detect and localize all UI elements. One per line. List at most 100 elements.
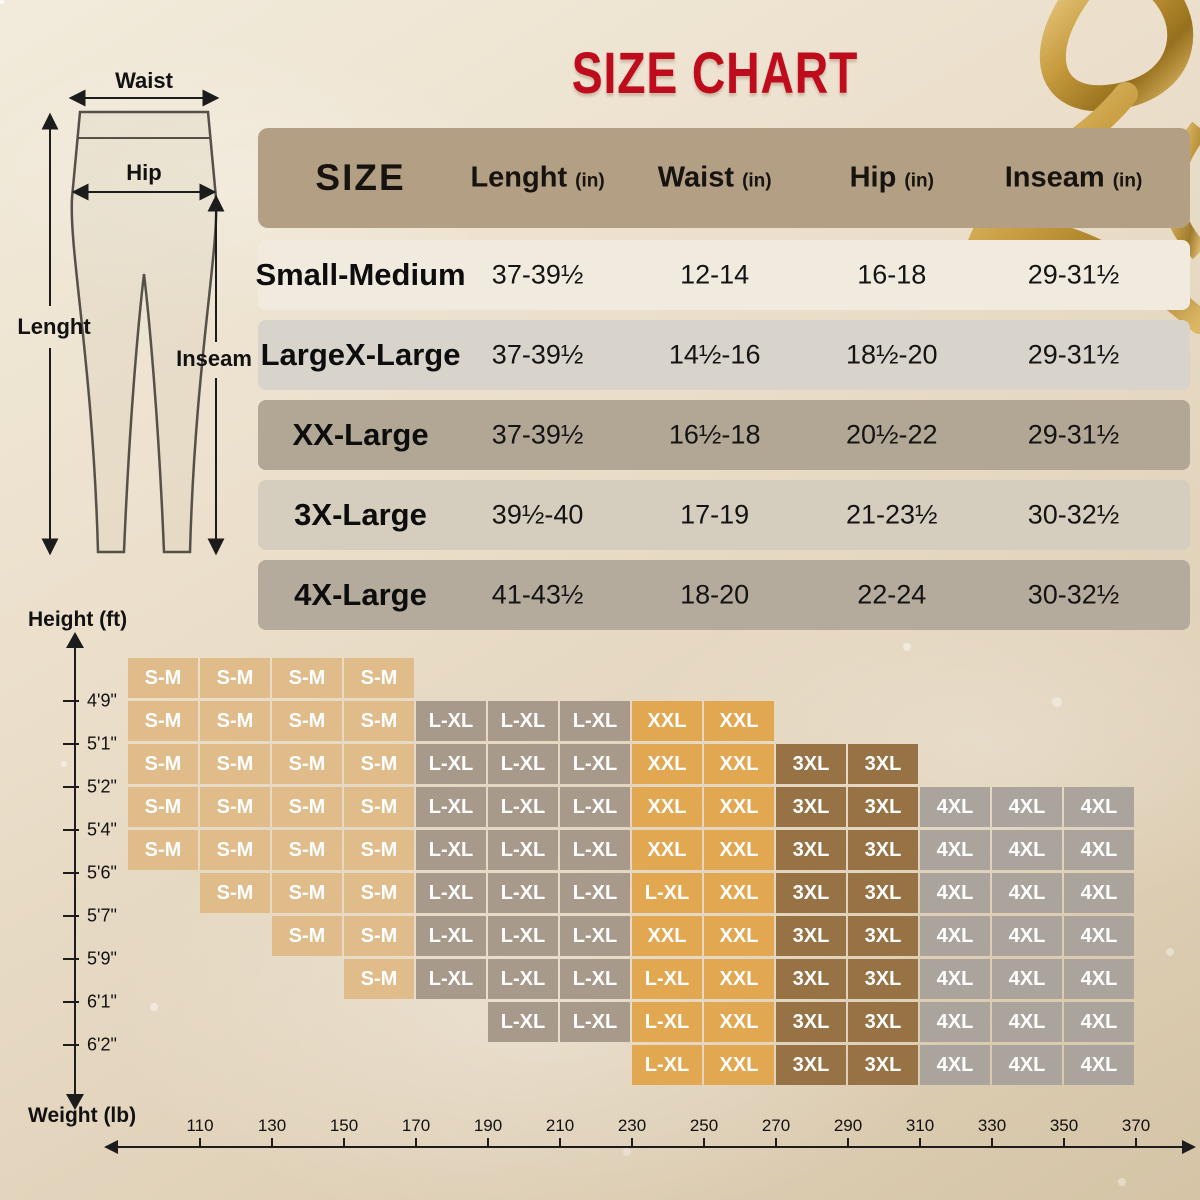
grid-cell-xxl: XXL: [704, 787, 774, 827]
height-tick: [63, 958, 79, 960]
grid-cell-4xl: 4XL: [920, 959, 990, 999]
grid-cell-xxl: XXL: [704, 701, 774, 741]
header-col-lenght: Lenght (in): [470, 161, 605, 194]
grid-cell-xxl: XXL: [704, 1045, 774, 1085]
size-value: 30-32½: [1027, 499, 1120, 530]
header-unit: (in): [904, 170, 934, 192]
grid-cell-4xl: 4XL: [992, 1045, 1062, 1085]
grid-cell-3xl: 3XL: [848, 1002, 918, 1042]
weight-tick-label: 270: [761, 1116, 791, 1135]
grid-cell-l-xl: L-XL: [560, 744, 630, 784]
grid-cell-3xl: 3XL: [848, 744, 918, 784]
height-tick: [63, 1001, 79, 1003]
grid-cell-3xl: 3XL: [848, 1045, 918, 1085]
hip-label: Hip: [126, 160, 161, 185]
grid-cell-3xl: 3XL: [776, 744, 846, 784]
size-table: SIZE Lenght (in) Waist (in) Hip (in) Inseam…: [255, 128, 1190, 640]
grid-cell-3xl: 3XL: [848, 830, 918, 870]
size-name: 4X-Large: [294, 577, 427, 612]
grid-cell-s-m: S-M: [272, 701, 342, 741]
weight-tick-label: 250: [689, 1116, 719, 1135]
grid-cell-s-m: S-M: [344, 701, 414, 741]
weight-tick: [991, 1138, 993, 1146]
grid-cell-xxl: XXL: [704, 1002, 774, 1042]
weight-tick: [415, 1138, 417, 1146]
grid-cell-4xl: 4XL: [1064, 916, 1134, 956]
grid-cell-s-m: S-M: [128, 830, 198, 870]
grid-cell-l-xl: L-XL: [416, 959, 486, 999]
weight-tick-label: 150: [329, 1116, 359, 1135]
size-value: 29-31½: [1027, 339, 1120, 370]
grid-cell-s-m: S-M: [272, 787, 342, 827]
weight-tick: [1135, 1138, 1137, 1146]
grid-cell-xxl: XXL: [632, 744, 702, 784]
weight-tick: [631, 1138, 633, 1146]
grid-cell-4xl: 4XL: [1064, 873, 1134, 913]
weight-tick-label: 330: [977, 1116, 1007, 1135]
grid-cell-xxl: XXL: [632, 830, 702, 870]
height-tick: [63, 872, 79, 874]
height-tick: [63, 743, 79, 745]
grid-cell-4xl: 4XL: [992, 830, 1062, 870]
grid-cell-l-xl: L-XL: [416, 744, 486, 784]
grid-cell-4xl: 4XL: [992, 1002, 1062, 1042]
grid-cell-s-m: S-M: [344, 744, 414, 784]
grid-cell-3xl: 3XL: [776, 1002, 846, 1042]
grid-cell-l-xl: L-XL: [488, 830, 558, 870]
grid-cell-4xl: 4XL: [1064, 830, 1134, 870]
grid-cell-l-xl: L-XL: [416, 787, 486, 827]
grid-cell-4xl: 4XL: [920, 830, 990, 870]
grid-cell-s-m: S-M: [344, 916, 414, 956]
waist-label: Waist: [115, 68, 174, 93]
grid-cell-s-m: S-M: [200, 744, 270, 784]
grid-cell-l-xl: L-XL: [560, 873, 630, 913]
grid-cell-l-xl: L-XL: [416, 873, 486, 913]
height-tick-label: 6'1": [87, 991, 117, 1012]
grid-cell-3xl: 3XL: [848, 959, 918, 999]
grid-cell-4xl: 4XL: [920, 1002, 990, 1042]
weight-tick: [847, 1138, 849, 1146]
grid-cell-s-m: S-M: [344, 830, 414, 870]
size-value: 18-20: [680, 579, 750, 610]
grid-cell-s-m: S-M: [200, 830, 270, 870]
weight-tick: [199, 1138, 201, 1146]
grid-cell-l-xl: L-XL: [416, 916, 486, 956]
weight-tick: [271, 1138, 273, 1146]
size-value: 29-31½: [1027, 419, 1120, 450]
grid-cell-4xl: 4XL: [992, 959, 1062, 999]
header-col-waist: Waist (in): [657, 161, 772, 194]
grid-cell-l-xl: L-XL: [488, 744, 558, 784]
height-axis-line: [74, 648, 76, 1094]
weight-tick-label: 130: [257, 1116, 287, 1135]
height-tick-label: 5'6": [87, 862, 117, 883]
weight-tick-label: 110: [186, 1116, 214, 1135]
weight-tick-label: 210: [545, 1116, 575, 1135]
height-tick-label: 5'7": [87, 905, 117, 926]
grid-cell-4xl: 4XL: [1064, 1002, 1134, 1042]
grid-cell-4xl: 4XL: [1064, 1045, 1134, 1085]
header-col-hip: Hip (in): [849, 161, 934, 194]
size-row-3x-large: 3X-Large 39½-40 17-19 21-23½ 30-32½: [258, 480, 1190, 550]
size-value: 37-39½: [491, 259, 584, 290]
grid-cell-s-m: S-M: [200, 701, 270, 741]
weight-axis-title: Weight (lb): [28, 1104, 137, 1127]
weight-tick: [919, 1138, 921, 1146]
grid-cell-xxl: XXL: [632, 787, 702, 827]
weight-tick-label: 290: [833, 1116, 863, 1135]
grid-cell-3xl: 3XL: [776, 959, 846, 999]
grid-cell-l-xl: L-XL: [560, 830, 630, 870]
weight-tick: [559, 1138, 561, 1146]
grid-cell-3xl: 3XL: [776, 1045, 846, 1085]
size-value: 30-32½: [1027, 579, 1120, 610]
size-value: 18½-20: [845, 339, 938, 370]
grid-cell-s-m: S-M: [344, 658, 414, 698]
grid-cell-l-xl: L-XL: [560, 701, 630, 741]
grid-cell-xxl: XXL: [704, 959, 774, 999]
grid-cell-4xl: 4XL: [992, 916, 1062, 956]
grid-cell-3xl: 3XL: [776, 787, 846, 827]
size-name: Small-Medium: [255, 257, 466, 292]
weight-tick: [343, 1138, 345, 1146]
height-tick: [63, 786, 79, 788]
grid-cell-s-m: S-M: [272, 916, 342, 956]
